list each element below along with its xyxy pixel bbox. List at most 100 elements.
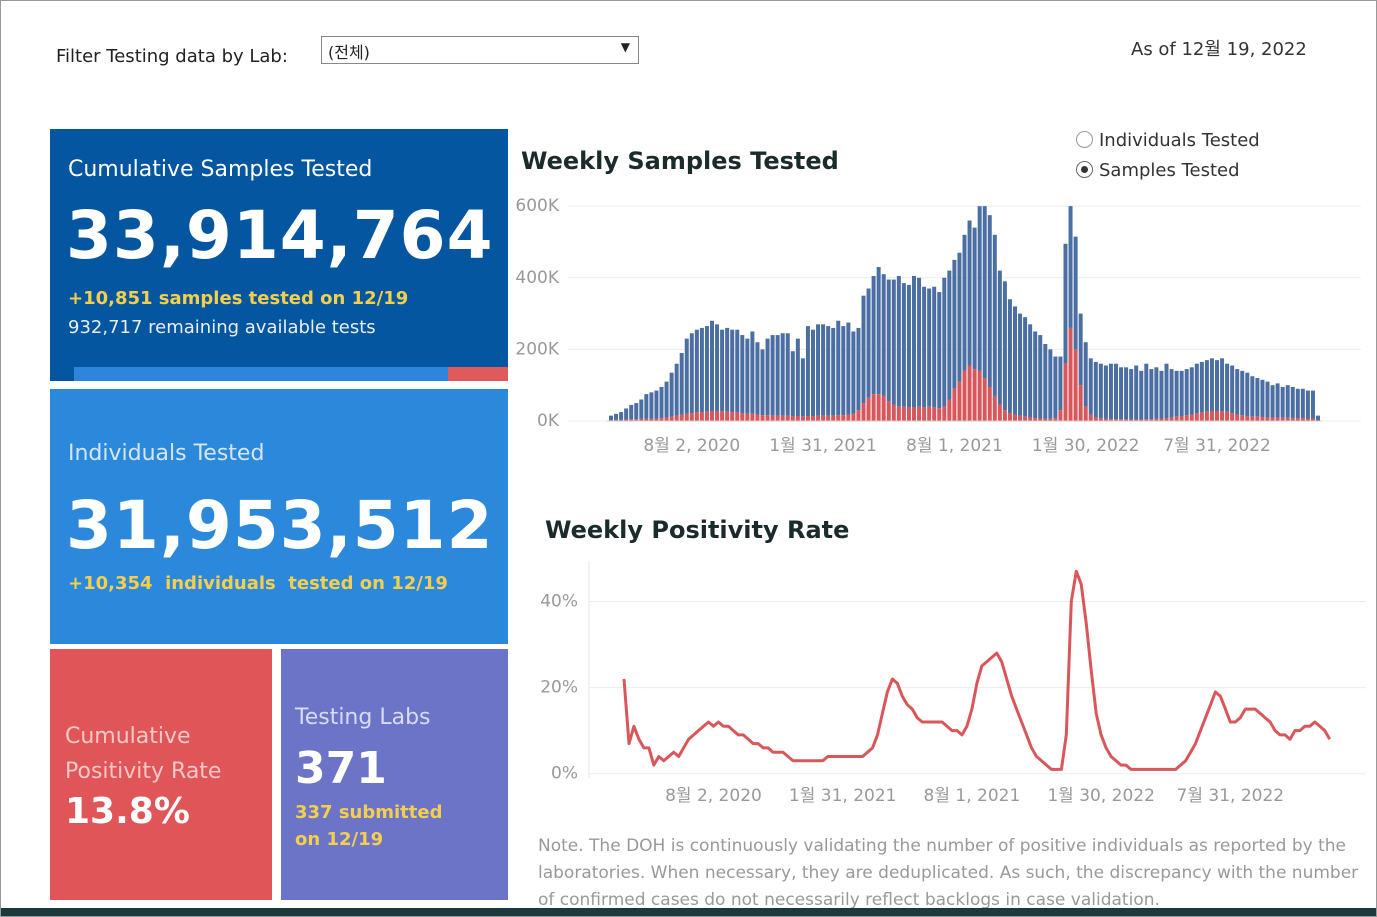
bar-segment — [1043, 418, 1048, 421]
x-tick-label: 1월 30, 2022 — [1032, 436, 1140, 456]
bar-segment — [1088, 414, 1093, 421]
bar-segment — [866, 397, 871, 421]
bar-segment — [1255, 378, 1260, 417]
card-delta: +10,354 individuals tested on 12/19 — [68, 573, 448, 594]
bar-segment — [624, 419, 629, 421]
bar-segment — [725, 411, 730, 421]
bar-segment — [659, 386, 664, 419]
bar-segment — [649, 418, 654, 421]
bar-segment — [745, 413, 750, 421]
bar-segment — [639, 399, 644, 419]
bar-segment — [805, 326, 810, 416]
bar-segment — [962, 234, 967, 371]
bar-segment — [664, 417, 669, 421]
bar-segment — [634, 419, 639, 421]
bar-segment — [1154, 367, 1159, 419]
y-tick-label: 400K — [515, 268, 559, 288]
bar-segment — [755, 342, 760, 415]
bar-segment — [947, 399, 952, 421]
bar-segment — [1164, 363, 1169, 419]
bar-segment — [1189, 414, 1194, 421]
bar-segment — [1220, 358, 1225, 412]
bar-segment — [1033, 418, 1038, 421]
y-tick-label: 0% — [551, 764, 578, 784]
bar-segment — [669, 372, 674, 417]
bar-segment — [720, 411, 725, 421]
bar-segment — [901, 283, 906, 407]
bar-segment — [1053, 418, 1058, 421]
bar-segment — [689, 333, 694, 414]
bar-segment — [1108, 419, 1113, 421]
bar-segment — [1068, 206, 1073, 328]
bar-segment — [674, 415, 679, 421]
bar-segment — [745, 338, 750, 414]
bar-segment — [967, 365, 972, 421]
bar-segment — [1139, 419, 1144, 421]
bar-segment — [886, 401, 891, 421]
bar-segment — [1038, 335, 1043, 419]
bar-segment — [1280, 386, 1285, 418]
radio-circle-selected — [1076, 161, 1093, 178]
bar-segment — [1023, 317, 1028, 417]
samples-card: Cumulative Samples Tested 33,914,764 +10… — [50, 129, 508, 381]
bar-segment — [609, 415, 613, 421]
bar-segment — [906, 284, 911, 408]
dropdown-value: (전체) — [328, 43, 370, 62]
bar-segment — [881, 274, 886, 396]
bar-segment — [967, 220, 972, 366]
bar-segment — [1007, 299, 1012, 414]
bar-segment — [861, 295, 866, 404]
y-tick-label: 600K — [515, 196, 559, 216]
bar-segment — [1058, 410, 1063, 421]
chart-title: Weekly Samples Tested — [521, 147, 839, 175]
radio-samples[interactable]: Samples Tested — [1076, 160, 1240, 181]
bar-segment — [795, 415, 800, 421]
filter-label: Filter Testing data by Lab: — [56, 46, 288, 67]
y-tick-label: 200K — [515, 339, 559, 359]
bar-segment — [624, 408, 629, 420]
as-of-date: As of 12월 19, 2022 — [1131, 39, 1307, 60]
bar-segment — [710, 320, 714, 411]
bar-segment — [1204, 411, 1209, 421]
bar-segment — [1058, 356, 1063, 411]
bar-segment — [1215, 410, 1219, 421]
bar-segment — [785, 333, 790, 416]
radio-individuals[interactable]: Individuals Tested — [1076, 130, 1260, 151]
bar-segment — [659, 418, 664, 421]
bar-segment — [1018, 313, 1023, 416]
bar-segment — [1144, 419, 1149, 421]
bar-segment — [1275, 383, 1280, 418]
capacity-used — [74, 367, 448, 381]
bar-segment — [1245, 372, 1250, 416]
bar-segment — [1119, 367, 1124, 420]
bar-segment — [866, 288, 871, 398]
bar-segment — [851, 413, 856, 421]
bar-segment — [1018, 415, 1023, 421]
bar-segment — [704, 411, 709, 421]
bar-segment — [1114, 419, 1118, 421]
bar-segment — [841, 415, 846, 421]
bar-segment — [1240, 415, 1245, 421]
bar-segment — [826, 326, 831, 416]
x-tick-label: 1월 31, 2021 — [769, 436, 877, 456]
bar-segment — [740, 335, 745, 414]
lab-dropdown[interactable]: (전체) ▼ — [321, 36, 639, 64]
bar-segment — [1033, 331, 1038, 419]
bar-segment — [846, 414, 851, 421]
bar-segment — [1154, 418, 1159, 421]
bar-segment — [811, 329, 815, 416]
bar-segment — [821, 324, 826, 416]
bar-segment — [1103, 418, 1108, 421]
bar-segment — [1316, 415, 1320, 421]
bar-segment — [846, 322, 851, 415]
bar-segment — [664, 381, 669, 418]
bar-segment — [684, 338, 689, 414]
bar-segment — [765, 415, 770, 421]
bar-segment — [730, 329, 735, 413]
bar-segment — [856, 410, 861, 421]
bar-segment — [1002, 410, 1007, 421]
bar-segment — [1194, 413, 1199, 421]
bar-segment — [992, 395, 997, 421]
bar-segment — [856, 327, 861, 411]
bar-segment — [1295, 388, 1300, 419]
